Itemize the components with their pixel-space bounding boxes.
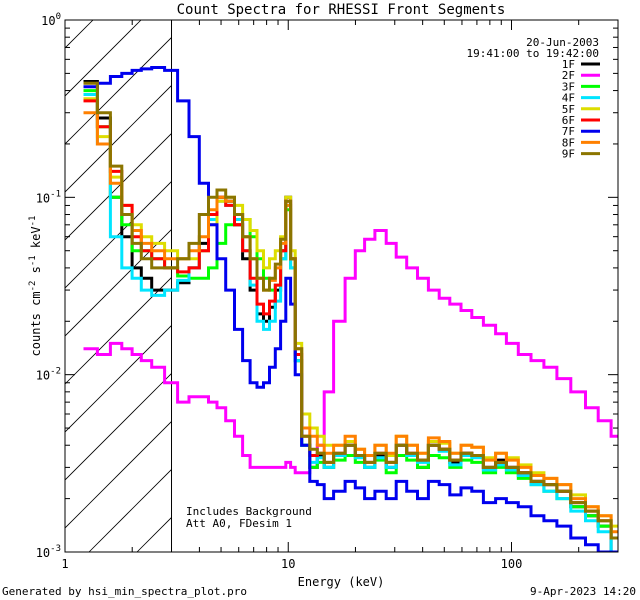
hatch-line (65, 180, 172, 289)
y-tick-label: 10-3 (36, 544, 61, 560)
plot-frame (64, 19, 619, 553)
x-tick-label: 1 (61, 557, 68, 571)
note-background: Includes Background (186, 505, 312, 518)
legend-label-6f: 6F (562, 114, 575, 127)
y-tick-label: 100 (41, 12, 61, 28)
series-line-8f (83, 111, 618, 534)
legend-label-5f: 5F (562, 103, 575, 116)
hatch-line (65, 276, 172, 385)
x-tick-label: 100 (501, 557, 523, 571)
footer-timestamp: 9-Apr-2023 14:20 (530, 585, 636, 598)
hatch-line (569, 0, 640, 552)
legend-label-3f: 3F (562, 80, 575, 93)
y-axis-label: counts cm-2 s-1 keV-1 (28, 216, 43, 357)
series-line-2f (83, 229, 618, 475)
footer-generated-by: Generated by hsi_min_spectra_plot.pro (2, 585, 247, 598)
hatch-line (65, 20, 94, 49)
series-group (83, 66, 618, 552)
legend-label-7f: 7F (562, 125, 575, 138)
y-tick-label: 10-1 (36, 189, 61, 205)
hatch-line (281, 0, 640, 552)
x-tick-label: 10 (281, 557, 295, 571)
x-axis-label: Energy (keV) (298, 575, 385, 589)
legend-label-4f: 4F (562, 92, 575, 105)
hatch-line (65, 20, 142, 97)
legend-label-1f: 1F (562, 58, 575, 71)
note-attenuator: Att A0, FDesim 1 (186, 517, 292, 530)
hatch-line (65, 36, 172, 145)
y-tick-label: 10-2 (36, 367, 61, 383)
hatch-line (521, 0, 640, 552)
legend-label-8f: 8F (562, 136, 575, 149)
series-line-9f (83, 81, 618, 540)
series-line-3f (83, 89, 618, 540)
x-tick-labels: 1 10 100 (61, 557, 522, 571)
info-time-range: 19:41:00 to 19:42:00 (467, 47, 599, 60)
legend-label-2f: 2F (562, 69, 575, 82)
hatch-line (65, 420, 172, 529)
hatch-line (473, 0, 640, 552)
series-line-7f (83, 66, 618, 552)
hatch-line (65, 372, 172, 481)
hatch-line (65, 324, 172, 433)
info-date: 20-Jun-2003 (526, 36, 599, 49)
y-tick-labels: 100 10-1 10-2 10-3 (36, 12, 61, 560)
chart-title: Count Spectra for RHESSI Front Segments (177, 2, 506, 18)
axis-ticks (64, 19, 619, 553)
hatch-line (617, 0, 640, 552)
legend-label-9f: 9F (562, 148, 575, 161)
hatch-line (65, 84, 172, 193)
